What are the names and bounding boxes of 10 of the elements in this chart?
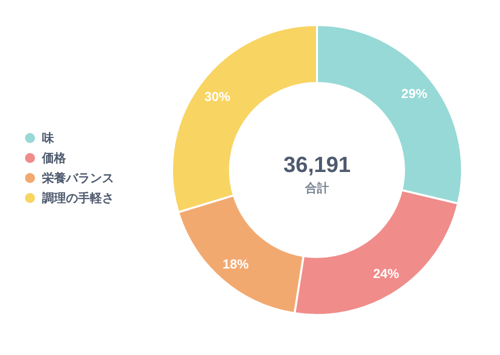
legend-label: 味 — [42, 131, 55, 145]
legend-label: 価格 — [41, 151, 67, 165]
data-label: 24% — [373, 266, 400, 281]
text: 合計 — [304, 181, 329, 195]
legend-label: 栄養バランス — [42, 171, 114, 185]
data-label: 29% — [401, 86, 428, 102]
data-label: 30% — [204, 89, 231, 104]
legend-label: 調理の手軽さ — [41, 191, 114, 205]
text: 36,191 — [283, 152, 351, 177]
data-label: 18% — [222, 256, 250, 272]
